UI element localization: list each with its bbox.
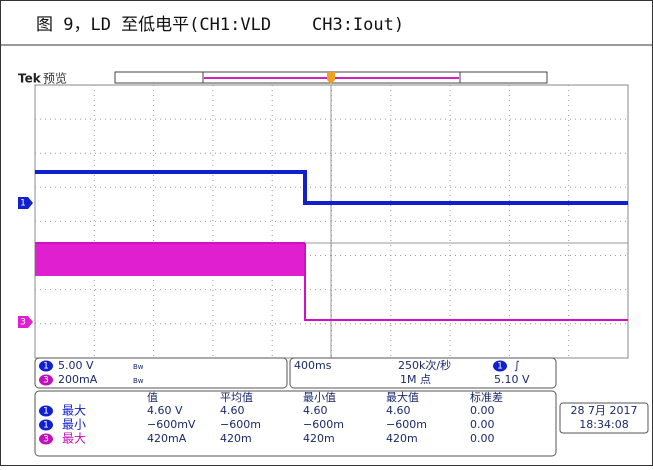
measurement-header: 标准差 [470,390,503,404]
ch1-badge-label: 1 [43,362,49,372]
measurement-value: 420m [303,432,335,445]
measurement-value: 4.60 [303,404,328,417]
measurement-value: 420m [220,432,252,445]
ch1-marker-label: 1 [20,199,26,209]
time: 18:34:08 [579,418,628,431]
row-name: 最大 [62,432,86,446]
measurement-value: 4.60 [386,404,411,417]
row-name: 最大 [62,404,86,418]
measurement-header: 平均值 [220,391,253,404]
record-length: 1M 点 [400,373,431,386]
row-channel: 1 [43,407,49,417]
caption: 图 9，LD 至低电平(CH1:VLD CH3:Iout) [36,15,404,35]
measurement-value: 0.00 [470,418,495,431]
measurement-value: −600m [220,418,261,431]
ch3-coupling: Bw [133,377,144,385]
ch3-noise [35,243,305,276]
measurement-value: 4.60 [220,404,245,417]
measurement-value: −600m [386,418,427,431]
measurement-value: 0.00 [470,404,495,417]
row-name: 最小 [62,418,86,432]
trigger-level: 5.10 V [494,373,530,386]
page: 图 9，LD 至低电平(CH1:VLD CH3:Iout) Tek 预览 1 3… [0,0,653,466]
measurement-header: 最大值 [386,390,419,404]
timebase: 400ms [294,359,332,372]
trigger-channel: 1 [497,362,503,372]
ch3-marker-label: 3 [20,318,26,328]
measurement-value: 420mA [147,432,187,445]
ch1-coupling: Bw [133,363,144,371]
measurement-header: 最小值 [303,391,336,404]
measurement-header: 值 [147,391,158,404]
measurement-value: 420m [386,432,418,445]
measurement-value: −600m [303,418,344,431]
date: 28 7月 2017 [571,404,638,417]
sample-rate: 250k次/秒 [398,358,451,372]
row-channel: 1 [43,421,49,431]
measurement-value: 0.00 [470,432,495,445]
measurement-value: 4.60 V [147,404,183,417]
ch1-scale: 5.00 V [58,359,94,372]
mode: 预览 [43,71,67,86]
measurement-value: −600mV [147,418,196,431]
brand: Tek [18,72,42,86]
row-channel: 3 [43,435,49,445]
ch3-scale: 200mA [58,373,98,386]
ch3-badge-label: 3 [43,376,49,386]
trigger-slope: ∫ [514,359,520,372]
